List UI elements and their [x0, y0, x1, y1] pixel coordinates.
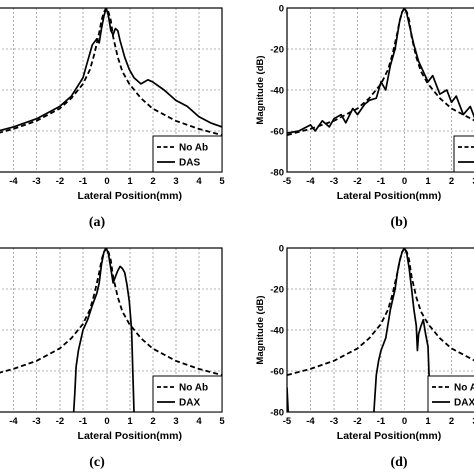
plot-frame — [286, 7, 474, 173]
series-line-dashed-0 — [287, 8, 474, 136]
x-tick-label: 1 — [425, 416, 431, 427]
y-tick-label: -60 — [270, 367, 284, 378]
x-tick-label: 5 — [219, 176, 225, 187]
y-tick-label: 0 — [279, 244, 284, 255]
y-axis-label: Magnitude (dB) — [255, 55, 266, 124]
legend-label: No Ab — [179, 383, 208, 394]
x-tick-label: 1 — [127, 416, 133, 427]
grid-lines — [287, 248, 474, 412]
series-line-dashed-0 — [0, 248, 222, 376]
legend: No Ab DAS — [152, 135, 223, 173]
series-line-solid-1 — [72, 248, 135, 412]
legend: No Ab DAX — [427, 375, 474, 413]
x-tick-label: -4 — [306, 176, 315, 187]
x-tick-label: -3 — [32, 416, 40, 427]
x-tick-label: 1 — [425, 176, 431, 187]
legend-label: DAX — [454, 398, 474, 409]
x-tick-label: -2 — [56, 416, 64, 427]
x-tick-label: -3 — [330, 176, 338, 187]
legend-label: DAS — [179, 158, 200, 169]
chart-panel-d: -5 -4 -3 -2 -1 0 1 2 3 0 -20 -40 -60 -80 Lateral Posit… — [255, 244, 474, 470]
panel-caption: (d) — [390, 455, 407, 470]
y-tick-label: 0 — [279, 4, 284, 15]
x-tick-label: -4 — [306, 416, 315, 427]
x-tick-label: -1 — [79, 416, 88, 427]
panel-caption: (c) — [89, 455, 105, 470]
x-tick-label: 3 — [472, 416, 474, 427]
x-tick-label: -2 — [353, 416, 361, 427]
chart-panel-c: -4 -3 -2 -1 0 1 2 3 4 5 Lateral Position(mm) (c) No … — [0, 247, 225, 470]
legend-label: No Ab — [454, 383, 474, 394]
x-tick-label: 3 — [173, 176, 178, 187]
y-axis-label: Magnitude (dB) — [255, 295, 266, 364]
legend-box — [152, 135, 223, 173]
series-line-solid-1 — [373, 248, 432, 412]
x-tick-label: -1 — [79, 176, 88, 187]
x-tick-label: 2 — [449, 176, 454, 187]
y-tick-label: -60 — [270, 127, 284, 138]
y-tick-label: -20 — [270, 45, 284, 56]
legend-label: No Ab — [179, 143, 208, 154]
plot-frame — [286, 247, 474, 413]
legend-label: DAX — [179, 398, 200, 409]
series-line-dashed-0 — [0, 8, 222, 136]
y-tick-label: -80 — [270, 168, 284, 179]
x-tick-label: 0 — [104, 416, 109, 427]
x-tick-label: 0 — [104, 176, 109, 187]
x-tick-label: -3 — [330, 416, 338, 427]
legend-box — [453, 135, 474, 173]
x-tick-label: 5 — [219, 416, 225, 427]
series-line-solid-1 — [0, 8, 222, 132]
legend: No Ab DAX — [152, 375, 223, 413]
plot-frame — [0, 7, 223, 173]
x-tick-label: 0 — [402, 416, 407, 427]
x-axis-label: Lateral Position(mm) — [337, 190, 441, 202]
x-tick-label: -5 — [283, 176, 292, 187]
x-tick-label: -1 — [377, 416, 386, 427]
legend-box — [427, 375, 474, 413]
legend — [453, 135, 474, 173]
chart-panel-b: -5 -4 -3 -2 -1 0 1 2 3 0 -20 -40 -60 -80 Lateral Posit… — [255, 4, 474, 230]
x-tick-label: 0 — [402, 176, 407, 187]
plot-frame — [0, 247, 223, 413]
x-tick-label: 2 — [150, 176, 155, 187]
y-tick-label: -40 — [270, 326, 284, 337]
series-group — [287, 8, 474, 136]
x-tick-label: 2 — [449, 416, 454, 427]
series-line-solid-1 — [287, 8, 474, 134]
y-tick-label: -80 — [270, 408, 284, 419]
x-tick-label: -2 — [353, 176, 361, 187]
series-group — [0, 248, 222, 412]
x-tick-label: 1 — [127, 176, 133, 187]
x-tick-label: 4 — [196, 176, 202, 187]
legend-box — [152, 375, 223, 413]
x-tick-label: 2 — [150, 416, 155, 427]
series-group — [0, 8, 222, 136]
panel-caption: (a) — [89, 215, 106, 230]
x-tick-label: -5 — [283, 416, 292, 427]
x-axis-label: Lateral Position(mm) — [78, 430, 182, 442]
y-tick-label: -40 — [270, 86, 284, 97]
x-tick-label: -1 — [377, 176, 386, 187]
x-tick-label: -4 — [9, 416, 18, 427]
x-axis-label: Lateral Position(mm) — [78, 190, 182, 202]
x-tick-label: -4 — [9, 176, 18, 187]
x-axis-label: Lateral Position(mm) — [337, 430, 441, 442]
x-tick-label: 3 — [472, 176, 474, 187]
chart-panel-a: -4 -3 -2 -1 0 1 2 3 4 5 Lateral Position(mm) (a) No … — [0, 7, 225, 230]
x-tick-label: -3 — [32, 176, 40, 187]
x-tick-label: 3 — [173, 416, 178, 427]
y-tick-label: -20 — [270, 285, 284, 296]
x-tick-label: 4 — [196, 416, 202, 427]
panel-caption: (b) — [390, 215, 407, 230]
x-tick-label: -2 — [56, 176, 64, 187]
grid-lines — [287, 8, 474, 172]
